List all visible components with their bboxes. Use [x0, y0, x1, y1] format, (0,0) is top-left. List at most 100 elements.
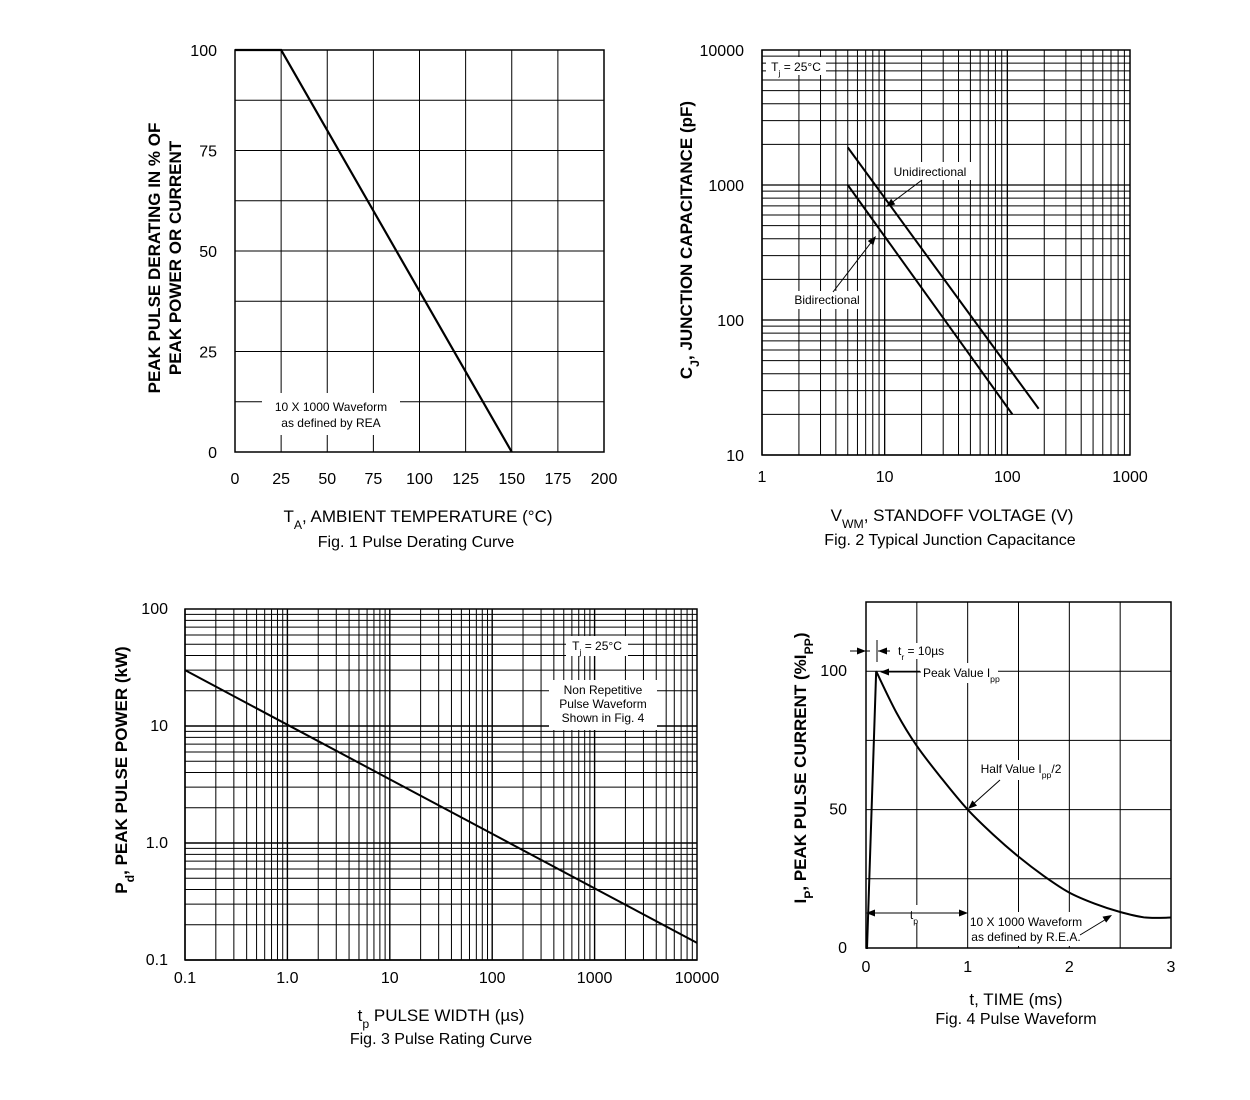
fig3-caption: Fig. 3 Pulse Rating Curve [350, 1031, 532, 1048]
fig1-ylabel-line2: PEAK POWER OR CURRENT [166, 140, 185, 375]
fig4-note-bg [972, 912, 1082, 946]
fig4-tp-bg [904, 905, 926, 923]
fig4-ytick-label: 100 [820, 663, 847, 680]
fig4-tr-label: tr = 10µs [898, 644, 944, 662]
fig4-note-arrow-line [1079, 917, 1109, 936]
fig1-pulse-derating-chart: 10 X 1000 Waveform as defined by REA 0 25 50… [145, 43, 617, 551]
fig2-condition-label: Tj = 25°C [771, 60, 821, 78]
fig2-ytick-label: 100 [717, 313, 744, 330]
fig2-condition-box [766, 57, 826, 75]
fig4-ytick-label: 50 [829, 802, 847, 819]
fig3-xtick-label: 0.1 [174, 970, 196, 987]
fig1-note-box [262, 393, 400, 435]
fig4-xlabel: t, TIME (ms) [969, 990, 1062, 1009]
fig4-tp-label: tp [910, 908, 918, 926]
fig4-caption: Fig. 4 Pulse Waveform [935, 1011, 1096, 1028]
fig1-xtick-label: 100 [406, 471, 433, 488]
fig3-frame [184, 608, 698, 961]
fig1-note-line1: 10 X 1000 Waveform [275, 400, 387, 414]
fig4-half-label: Half Value Ipp/2 [981, 762, 1062, 780]
fig2-bi-label-bg [789, 291, 865, 309]
fig3-condition-label: Tj = 25°C [572, 639, 622, 657]
fig1-ytick-label: 0 [208, 445, 217, 462]
fig3-ytick-label: 10 [150, 718, 168, 735]
fig3-rating-line [184, 669, 698, 944]
fig3-xtick-label: 10000 [675, 970, 720, 987]
fig1-frame [234, 49, 605, 453]
fig2-xtick-label: 1 [758, 469, 767, 486]
fig3-ytick-label: 100 [141, 601, 168, 618]
fig3-ytick-label: 1.0 [146, 835, 168, 852]
fig1-ytick-label: 100 [190, 43, 217, 60]
fig4-note-line2: as defined by R.E.A. [971, 930, 1080, 944]
fig2-series-bidirectional [846, 184, 1014, 415]
fig1-derating-line [235, 48, 513, 453]
fig1-xtick-label: 25 [272, 471, 290, 488]
fig4-half-bg [980, 760, 1062, 780]
fig4-xtick-label: 1 [963, 959, 972, 976]
fig4-tp-left-arrowhead [866, 909, 875, 917]
fig3-xlabel: tp PULSE WIDTH (µs) [358, 1006, 525, 1031]
fig2-frame [761, 49, 1131, 456]
fig4-note-line1: 10 X 1000 Waveform [970, 915, 1082, 929]
fig2-bi-arrowhead [867, 236, 876, 246]
fig2-bidirectional-label: Bidirectional [794, 293, 859, 307]
fig1-xtick-label: 125 [452, 471, 479, 488]
fig2-ytick-label: 10000 [700, 43, 745, 60]
fig4-xtick-label: 2 [1065, 959, 1074, 976]
fig4-peak-bg [920, 663, 998, 683]
fig4-pulse-waveform-chart: tr = 10µs Peak Value Ipp Half Value Ipp/2 t… [791, 601, 1176, 1028]
fig4-tr-left-arrowhead [857, 647, 866, 655]
fig4-peak-arrowhead [880, 668, 889, 676]
fig1-xlabel: TA, AMBIENT TEMPERATURE (°C) [283, 507, 552, 532]
fig1-caption: Fig. 1 Pulse Derating Curve [318, 534, 515, 551]
fig1-note-line2: as defined by REA [281, 416, 380, 430]
fig2-caption: Fig. 2 Typical Junction Capacitance [824, 532, 1076, 549]
fig1-xtick-label: 50 [318, 471, 336, 488]
fig2-junction-capacitance-chart: Tj = 25°C Unidirectional Bidirectional 1 10 1… [677, 43, 1148, 549]
fig3-ytick-label: 0.1 [146, 952, 168, 969]
fig2-xlabel: VWM, STANDOFF VOLTAGE (V) [831, 506, 1074, 531]
fig4-xtick-label: 0 [862, 959, 871, 976]
fig2-xtick-label: 1000 [1112, 469, 1148, 486]
fig3-note-line1: Non Repetitive [564, 683, 643, 697]
fig4-note-arrowhead [1102, 915, 1112, 923]
fig1-xtick-label: 150 [498, 471, 525, 488]
fig1-xtick-label: 75 [364, 471, 382, 488]
fig1-xtick-label: 0 [231, 471, 240, 488]
fig4-half-arrowhead [968, 800, 978, 809]
fig2-uni-arrowhead [886, 198, 896, 207]
fig3-note-line2: Pulse Waveform [559, 697, 647, 711]
fig2-xtick-label: 100 [994, 469, 1021, 486]
fig3-note-box [549, 680, 657, 730]
fig3-xtick-label: 1.0 [276, 970, 298, 987]
fig2-uni-label-bg [888, 162, 972, 180]
fig2-unidirectional-label: Unidirectional [894, 165, 967, 179]
fig4-tr-bg [892, 643, 948, 659]
fig3-xtick-label: 10 [381, 970, 399, 987]
fig1-ylabel-line1: PEAK PULSE DERATING IN % OF [145, 123, 164, 394]
fig4-xtick-label: 3 [1167, 959, 1176, 976]
fig1-xtick-label: 200 [591, 471, 618, 488]
fig3-xtick-label: 100 [479, 970, 506, 987]
fig4-half-arrow-line [970, 779, 1001, 807]
fig2-ylabel: CJ, JUNCTION CAPACITANCE (pF) [677, 101, 702, 379]
fig4-ylabel: IP, PEAK PULSE CURRENT (%IPP) [791, 632, 816, 903]
fig4-peak-label: Peak Value Ipp [923, 666, 1000, 684]
fig1-ytick-label: 50 [199, 244, 217, 261]
fig4-ytick-label: 0 [838, 940, 847, 957]
fig2-ytick-label: 1000 [708, 178, 744, 195]
fig2-ytick-label: 10 [726, 448, 744, 465]
fig1-xtick-label: 175 [545, 471, 572, 488]
fig4-frame [865, 601, 1172, 949]
fig2-xtick-label: 10 [876, 469, 894, 486]
fig4-tp-right-arrowhead [959, 909, 968, 917]
fig4-waveform-curve [866, 670, 1172, 949]
fig2-series-unidirectional [846, 146, 1040, 410]
fig2-bi-arrow-line [832, 239, 874, 293]
fig3-ylabel: Pd, PEAK PULSE POWER (kW) [112, 646, 137, 893]
fig1-ytick-label: 75 [199, 144, 217, 161]
